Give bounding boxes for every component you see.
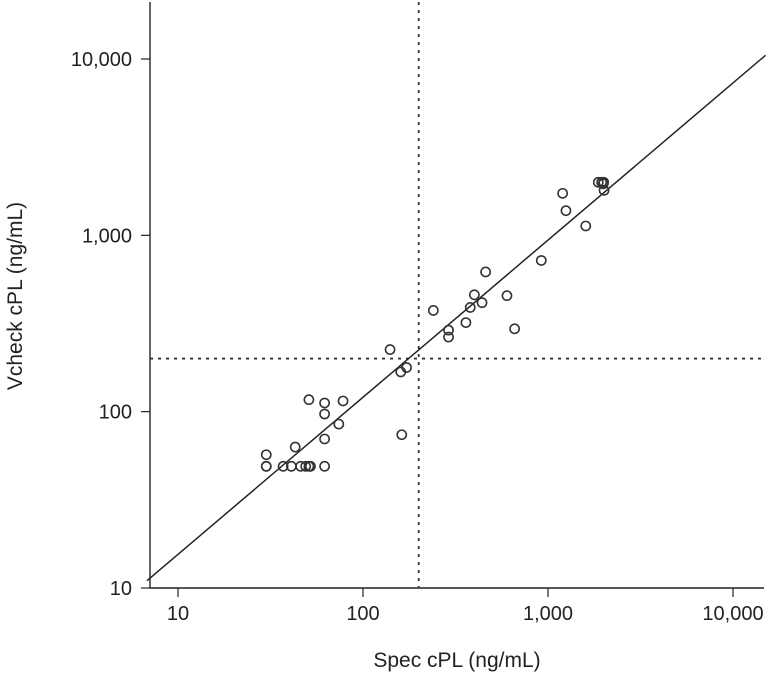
data-point xyxy=(592,176,604,188)
data-point xyxy=(401,362,412,373)
x-tick-label: 10 xyxy=(167,603,189,625)
data-point xyxy=(319,433,330,445)
y-tick-label: 100 xyxy=(99,402,132,424)
data-point xyxy=(396,429,408,441)
data-point xyxy=(501,290,513,302)
data-point xyxy=(464,302,476,313)
data-point xyxy=(277,460,289,472)
y-tick-label: 1,000 xyxy=(82,225,132,247)
axes xyxy=(149,2,764,589)
reference-lines xyxy=(150,2,764,588)
ticks xyxy=(141,58,734,597)
data-point xyxy=(319,460,330,472)
regression-line xyxy=(146,54,767,582)
data-point xyxy=(598,184,610,196)
data-point xyxy=(580,220,592,232)
data-point xyxy=(260,449,272,461)
data-point xyxy=(535,255,547,266)
data-point xyxy=(289,441,301,453)
data-point xyxy=(319,397,330,409)
data-point xyxy=(303,394,315,406)
data-point xyxy=(476,297,488,309)
data-point xyxy=(468,289,480,301)
x-axis-title: Spec cPL (ng/mL) xyxy=(373,649,540,672)
x-tick-label: 1,000 xyxy=(523,603,573,625)
data-point xyxy=(443,324,454,336)
data-point xyxy=(509,323,521,335)
x-tick-label: 10,000 xyxy=(702,603,763,625)
data-point xyxy=(333,418,345,430)
data-point xyxy=(480,266,492,278)
y-tick-label: 10,000 xyxy=(71,49,132,71)
data-points xyxy=(260,176,610,472)
y-tick-label: 10 xyxy=(110,578,132,600)
data-point xyxy=(300,460,312,472)
regression-line-group xyxy=(146,54,767,582)
data-point xyxy=(319,408,330,420)
data-point xyxy=(305,460,316,472)
data-point xyxy=(598,176,610,188)
data-point xyxy=(443,331,454,343)
tick-labels: 10 100 1,000 10,000 10 100 1,000 10,000 xyxy=(71,49,764,625)
data-point xyxy=(427,305,439,316)
x-tick-label: 100 xyxy=(346,603,379,625)
y-axis-title: Vcheck cPL (ng/mL) xyxy=(4,202,27,390)
data-point xyxy=(460,317,472,328)
data-point xyxy=(560,205,572,217)
data-point xyxy=(384,344,396,355)
data-point xyxy=(260,460,272,472)
data-point xyxy=(557,187,569,199)
data-point xyxy=(337,395,349,407)
